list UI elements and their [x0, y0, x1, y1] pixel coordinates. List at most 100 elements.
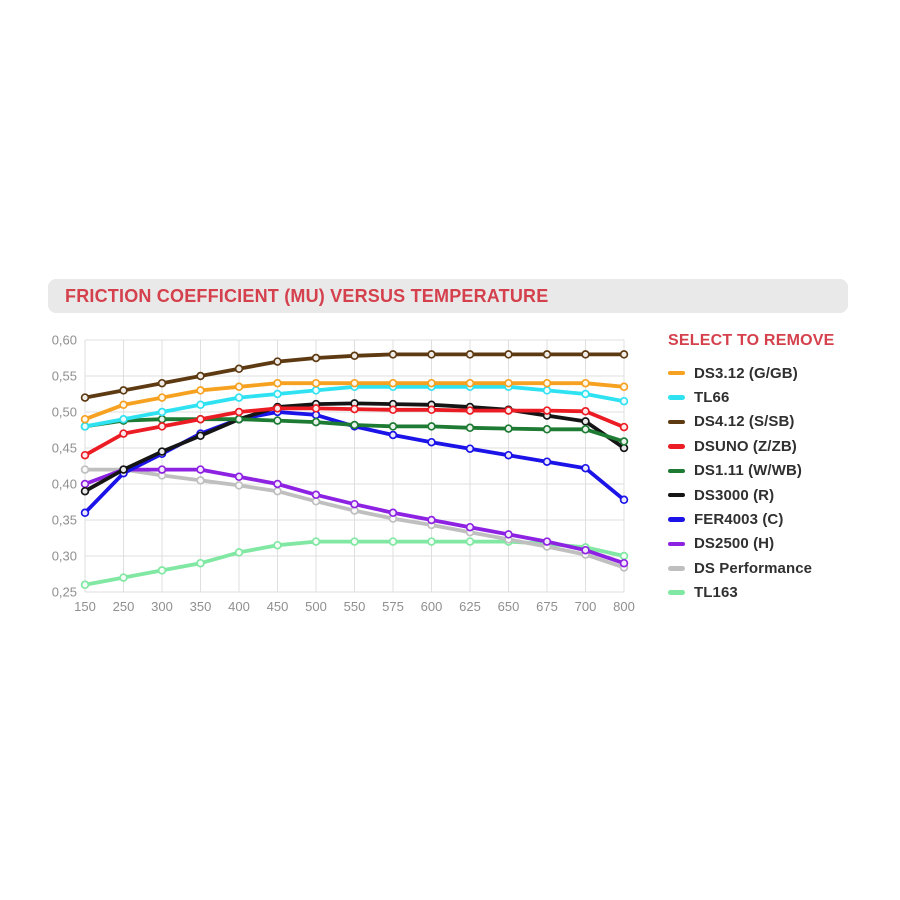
legend-swatch: [668, 590, 685, 595]
data-point-marker: [80, 393, 90, 402]
legend-item-dsuno-z-zb-[interactable]: DSUNO (Z/ZB): [668, 434, 883, 458]
y-tick-label: 0,60: [52, 333, 77, 348]
x-tick-label: 150: [74, 599, 96, 614]
legend-item-label: FER4003 (C): [694, 511, 784, 529]
data-point-marker: [350, 537, 359, 546]
legend-item-ds-performance[interactable]: DS Performance: [668, 556, 883, 580]
data-point-marker: [542, 537, 552, 546]
data-point-marker: [311, 404, 321, 413]
legend-item-label: TL66: [694, 389, 730, 407]
x-tick-label: 650: [498, 599, 520, 614]
data-point-marker: [80, 479, 90, 489]
data-point-marker: [273, 404, 282, 413]
series-ds1.11-w-wb-: [80, 414, 629, 446]
data-point-marker: [273, 416, 282, 425]
data-point-marker: [157, 447, 167, 456]
data-point-marker: [465, 406, 475, 415]
y-axis-labels: 0,60 0,55 0,50 0,45 0,40 0,35 0,30 0,25: [52, 333, 77, 600]
data-point-marker: [119, 386, 128, 395]
legend-swatch: [668, 541, 685, 547]
legend-item-tl163[interactable]: TL163: [668, 581, 883, 605]
data-point-marker: [157, 414, 167, 424]
data-point-marker: [504, 406, 513, 415]
data-point-marker: [234, 481, 244, 490]
data-point-marker: [157, 378, 167, 388]
data-point-marker: [234, 364, 244, 374]
data-point-marker: [80, 580, 90, 590]
data-point-marker: [504, 450, 513, 460]
data-point-marker: [273, 479, 282, 489]
data-point-marker: [388, 422, 398, 431]
data-point-marker: [196, 558, 205, 568]
legend-swatch: [668, 370, 685, 376]
legend-item-ds3.12-g-gb-[interactable]: DS3.12 (G/GB): [668, 361, 883, 385]
legend-items: DS3.12 (G/GB) TL66 DS4.12 (S/SB) DSUNO (Z/Z…: [668, 361, 883, 605]
data-point-marker: [581, 463, 590, 473]
data-point-marker: [350, 404, 359, 414]
legend-item-label: DS Performance: [694, 559, 813, 577]
data-point-marker: [196, 414, 205, 424]
data-point-marker: [619, 558, 629, 568]
x-tick-label: 500: [305, 599, 327, 614]
x-tick-label: 350: [190, 599, 212, 614]
data-point-marker: [388, 508, 398, 518]
data-point-marker: [619, 495, 629, 505]
data-point-marker: [581, 425, 590, 434]
legend-item-ds1.11-w-wb-[interactable]: DS1.11 (W/WB): [668, 459, 883, 483]
data-point-marker: [273, 389, 282, 399]
data-point-marker: [234, 407, 244, 417]
y-tick-label: 0,55: [52, 369, 77, 384]
data-point-marker: [427, 405, 436, 415]
data-point-marker: [581, 407, 590, 416]
grid: [84, 339, 625, 593]
data-point-marker: [465, 522, 475, 532]
legend-swatch: [668, 419, 685, 425]
legend-item-fer4003-c-[interactable]: FER4003 (C): [668, 507, 883, 531]
y-tick-label: 0,50: [52, 405, 77, 420]
data-point-marker: [80, 508, 90, 518]
y-tick-label: 0,35: [52, 513, 77, 528]
data-point-marker: [80, 486, 90, 496]
legend-item-label: DS2500 (H): [694, 535, 775, 553]
data-point-marker: [80, 465, 90, 474]
data-point-marker: [350, 499, 359, 509]
data-point-marker: [119, 429, 128, 438]
x-tick-label: 550: [344, 599, 366, 614]
legend-item-ds2500-h-[interactable]: DS2500 (H): [668, 532, 883, 556]
data-point-marker: [350, 378, 359, 388]
data-point-marker: [581, 389, 590, 399]
data-point-marker: [542, 457, 552, 466]
data-point-marker: [80, 422, 90, 431]
data-point-marker: [234, 382, 244, 392]
data-point-marker: [465, 350, 475, 359]
data-point-marker: [427, 515, 436, 525]
legend-item-label: DS1.11 (W/WB): [694, 462, 802, 480]
legend-item-tl66[interactable]: TL66: [668, 385, 883, 409]
data-point-marker: [311, 537, 321, 546]
data-point-marker: [119, 400, 128, 410]
data-point-marker: [388, 378, 398, 388]
data-point-marker: [581, 417, 590, 426]
data-point-marker: [350, 420, 359, 430]
data-point-marker: [273, 378, 282, 388]
legend-swatch: [668, 517, 685, 522]
series-ds3.12-g-gb-: [80, 378, 629, 424]
y-tick-label: 0,40: [52, 477, 77, 492]
data-point-marker: [157, 422, 167, 431]
data-point-marker: [465, 378, 475, 388]
x-tick-label: 625: [459, 599, 481, 614]
data-point-marker: [465, 444, 475, 453]
data-point-marker: [273, 357, 282, 366]
legend-item-ds3000-r-[interactable]: DS3000 (R): [668, 483, 883, 507]
legend-item-ds4.12-s-sb-[interactable]: DS4.12 (S/SB): [668, 410, 883, 434]
data-point-marker: [427, 422, 436, 431]
data-point-marker: [273, 540, 282, 550]
data-point-marker: [542, 406, 552, 415]
data-point-marker: [234, 472, 244, 482]
data-point-marker: [619, 396, 629, 406]
x-tick-label: 675: [536, 599, 558, 614]
chart-title: FRICTION COEFFICIENT (MU) VERSUS TEMPERA…: [65, 285, 549, 306]
legend-swatch: [668, 395, 685, 400]
data-point-marker: [234, 548, 244, 557]
